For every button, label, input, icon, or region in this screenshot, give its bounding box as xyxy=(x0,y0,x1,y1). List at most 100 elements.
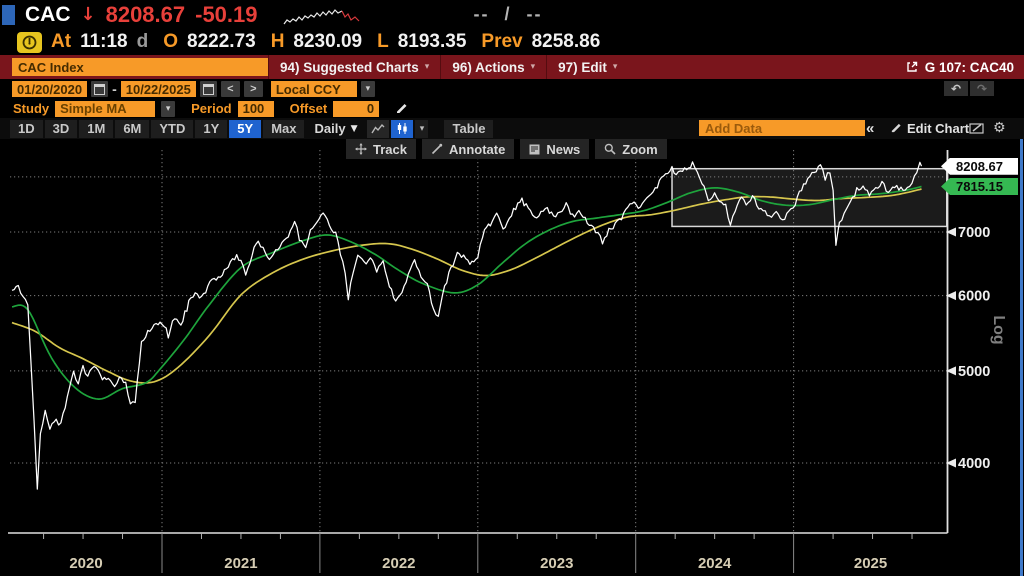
chevron-down-icon: ▾ xyxy=(612,62,618,72)
low-price: 8193.35 xyxy=(397,31,467,52)
tab-3d[interactable]: 3D xyxy=(44,119,78,138)
x-axis-label: 2023 xyxy=(540,555,573,572)
annotate-pencil-icon xyxy=(431,143,443,155)
tab-1m[interactable]: 1M xyxy=(79,119,114,138)
offset-label: Offset xyxy=(289,101,328,116)
chevron-down-icon[interactable]: ▾ xyxy=(161,100,176,117)
tab-6m[interactable]: 6M xyxy=(115,119,150,138)
annotate-chart-button[interactable] xyxy=(969,119,984,137)
security-color-swatch xyxy=(2,4,15,25)
y-axis-label: 4000 xyxy=(958,456,990,472)
x-axis-label: 2024 xyxy=(698,555,732,572)
series-cac-index-last-price xyxy=(11,161,923,490)
calendar-icon[interactable] xyxy=(91,81,109,97)
x-axis-label: 2022 xyxy=(382,555,415,572)
step-back-button[interactable]: < xyxy=(220,81,240,97)
range-tabs-row: 1D 3D 1M 6M YTD 1Y 5Y Max Daily ▼ ▾ Table… xyxy=(0,118,1024,139)
launch-icon xyxy=(907,61,917,72)
currency-select[interactable]: Local CCY xyxy=(270,81,357,97)
moving-average-tag: 7815.15 xyxy=(941,178,1018,196)
edit-chart-button[interactable]: Edit Chart xyxy=(890,119,969,137)
prev-label: Prev xyxy=(481,31,523,52)
track-button[interactable]: Track xyxy=(346,139,416,159)
tab-1y[interactable]: 1Y xyxy=(195,119,228,138)
chevron-down-icon[interactable]: ▾ xyxy=(360,81,375,97)
annotation-box-fill xyxy=(672,168,947,227)
tab-max[interactable]: Max xyxy=(263,119,305,138)
pencil-icon xyxy=(891,123,901,133)
high-label: H xyxy=(270,31,285,52)
delayed-clock-icon xyxy=(17,31,42,53)
y-axis-label: 6000 xyxy=(958,289,990,305)
offset-input[interactable]: 0 xyxy=(333,100,380,117)
tab-5y[interactable]: 5Y xyxy=(229,119,262,138)
menu-suggested-charts[interactable]: 94) Suggested Charts ▾ xyxy=(268,55,440,79)
annotate-button[interactable]: Annotate xyxy=(421,139,515,159)
bid-ask-placeholder: -- / -- xyxy=(473,4,543,24)
open-price: 8222.73 xyxy=(187,31,256,52)
date-to-input[interactable]: 10/22/2025 xyxy=(120,81,196,97)
pencil-icon[interactable] xyxy=(395,102,408,115)
chart-slot-button[interactable]: G 107: CAC40 xyxy=(906,60,1024,75)
y-axis-label: 7000 xyxy=(958,225,990,241)
x-axis-label: 2020 xyxy=(69,555,102,572)
last-price: 8208.67 xyxy=(105,1,186,27)
settings-button[interactable]: ⚙ xyxy=(993,120,1006,136)
redo-button[interactable]: ↷ xyxy=(970,81,994,96)
tab-1d[interactable]: 1D xyxy=(10,119,43,138)
table-button[interactable]: Table xyxy=(444,119,494,138)
date-from-input[interactable]: 01/20/2020 xyxy=(12,81,88,97)
zoom-button[interactable]: Zoom xyxy=(595,139,667,159)
study-select[interactable]: Simple MA xyxy=(55,100,156,117)
chevron-down-icon[interactable]: ▾ xyxy=(415,119,429,138)
series-moving-average-green xyxy=(11,185,922,400)
magnifier-icon xyxy=(604,143,616,155)
axes: 7000 6000 5000 4000 2020 2021 2022 2023 2024 2025 xyxy=(8,150,990,573)
news-button[interactable]: News xyxy=(520,139,590,159)
chevron-down-icon: ▾ xyxy=(530,62,536,72)
add-data-input[interactable]: Add Data xyxy=(699,120,865,136)
period-input[interactable]: 100 xyxy=(237,100,274,117)
x-axis-label: 2025 xyxy=(854,555,887,572)
series-moving-average-yellow xyxy=(11,188,922,384)
candlestick-icon xyxy=(398,123,408,134)
tab-ytd[interactable]: YTD xyxy=(151,119,194,138)
study-label: Study xyxy=(13,101,50,116)
last-price-tag: 8208.67 xyxy=(941,157,1018,175)
y-axis-label: 5000 xyxy=(958,364,990,380)
date-range-controls: 01/20/2020 - 10/22/2025 < > Local CCY ▾ … xyxy=(0,79,1024,99)
open-label: O xyxy=(163,31,178,52)
gridlines xyxy=(10,150,948,533)
study-controls: Study Simple MA ▾ Period 100 Offset 0 xyxy=(0,99,1024,118)
quote-header: CAC ↓ 8208.67 -50.19 -- / -- xyxy=(0,0,1024,29)
frequency-select[interactable]: Daily ▼ xyxy=(314,121,358,136)
candle-chart-type-button[interactable] xyxy=(391,119,414,138)
x-axis-label: 2021 xyxy=(224,555,257,572)
undo-button[interactable]: ↶ xyxy=(944,81,968,96)
line-chart-icon xyxy=(371,123,385,133)
panel-border xyxy=(1020,139,1023,576)
calendar-icon[interactable] xyxy=(199,81,217,97)
triangle-down-icon: ▼ xyxy=(350,123,358,134)
at-label: At xyxy=(51,31,72,52)
step-forward-button[interactable]: > xyxy=(243,81,263,97)
line-chart-type-button[interactable] xyxy=(367,119,390,138)
track-crosshair-icon xyxy=(355,143,367,155)
collapse-panel-button[interactable]: « xyxy=(866,119,875,137)
price-change: -50.19 xyxy=(195,1,258,27)
session-stats: At 11:18 d O 8222.73 H 8230.09 L 8193.35… xyxy=(0,29,1024,55)
chart-pencil-icon xyxy=(969,123,984,134)
menu-edit[interactable]: 97) Edit ▾ xyxy=(546,55,628,79)
news-icon xyxy=(529,144,540,154)
menubar: CAC Index 94) Suggested Charts ▾ 96) Acti… xyxy=(0,55,1024,79)
range-separator: - xyxy=(112,81,117,97)
chevron-down-icon: ▾ xyxy=(424,62,430,72)
chart-toolbar: Track Annotate News Zoom xyxy=(346,139,667,159)
quote-time: 11:18 xyxy=(80,31,128,52)
period-label: Period xyxy=(191,101,232,116)
menu-actions[interactable]: 96) Actions ▾ xyxy=(440,55,546,79)
security-input[interactable]: CAC Index xyxy=(12,58,268,76)
down-arrow-icon: ↓ xyxy=(80,4,96,25)
